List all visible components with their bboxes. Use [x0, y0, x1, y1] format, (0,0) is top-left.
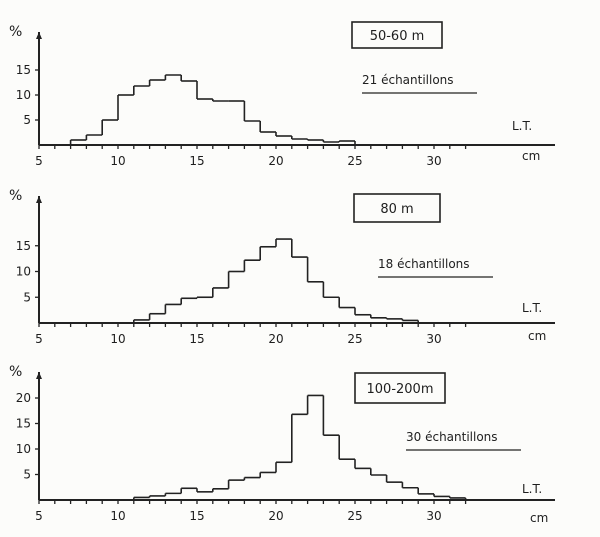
x-axis-label: L.T. [512, 119, 532, 133]
x-tick-label: 30 [426, 332, 441, 346]
y-tick-label: 5 [23, 290, 31, 304]
y-tick-label: 10 [16, 265, 31, 279]
x-tick-label: 25 [347, 154, 362, 168]
x-tick-label: 30 [426, 509, 441, 523]
x-axis-unit: cm [522, 149, 540, 163]
x-tick-label: 20 [268, 332, 283, 346]
y-axis-arrow-icon [36, 32, 42, 39]
panel-2: % 5 10 15 20 25 30 5 10 15 80 m 18 échantillons L.T.… [9, 188, 555, 346]
samples-label: 30 échantillons [406, 430, 498, 444]
x-axis-unit: cm [530, 511, 548, 525]
y-tick-label: 10 [16, 442, 31, 456]
x-tick-label: 25 [347, 332, 362, 346]
x-axis-unit: cm [528, 329, 546, 343]
y-axis-label: % [9, 364, 22, 380]
y-tick-label: 15 [16, 239, 31, 253]
y-tick-label: 5 [23, 113, 31, 127]
x-tick-label: 15 [189, 154, 204, 168]
y-tick-label: 10 [16, 88, 31, 102]
depth-box [351, 21, 443, 49]
panel-1: % 5 10 15 20 25 30 5 10 15 50-60 m 21 échantillons L… [9, 21, 555, 168]
y-tick-label: 15 [16, 417, 31, 431]
depth-label: 100-200m [367, 382, 434, 397]
x-tick-label: 30 [426, 154, 441, 168]
y-axis-arrow-icon [36, 196, 42, 203]
y-axis-label: % [9, 24, 22, 40]
x-tick-label: 5 [35, 509, 43, 523]
depth-label: 80 m [380, 202, 413, 217]
x-tick-label: 10 [110, 509, 125, 523]
x-tick-label: 5 [35, 154, 43, 168]
x-tick-label: 25 [347, 509, 362, 523]
y-tick-label: 5 [23, 468, 31, 482]
y-tick-label: 15 [16, 63, 31, 77]
x-tick-label: 10 [110, 154, 125, 168]
samples-label: 21 échantillons [362, 73, 454, 87]
x-tick-label: 20 [268, 509, 283, 523]
panel-3: % 5 10 15 20 25 30 5 10 15 20 100-200m 30 échantillo… [9, 364, 555, 525]
x-axis-label: L.T. [522, 482, 542, 496]
x-tick-label: 20 [268, 154, 283, 168]
x-axis-label: L.T. [522, 301, 542, 315]
y-axis-arrow-icon [36, 372, 42, 379]
x-tick-label: 5 [35, 332, 43, 346]
x-tick-label: 15 [189, 509, 204, 523]
depth-label: 50-60 m [370, 29, 425, 44]
x-tick-label: 10 [110, 332, 125, 346]
samples-label: 18 échantillons [378, 257, 470, 271]
x-tick-label: 15 [189, 332, 204, 346]
y-axis-label: % [9, 188, 22, 204]
depth-box [353, 193, 441, 223]
y-tick-label: 20 [16, 391, 31, 405]
depth-box [354, 372, 446, 404]
